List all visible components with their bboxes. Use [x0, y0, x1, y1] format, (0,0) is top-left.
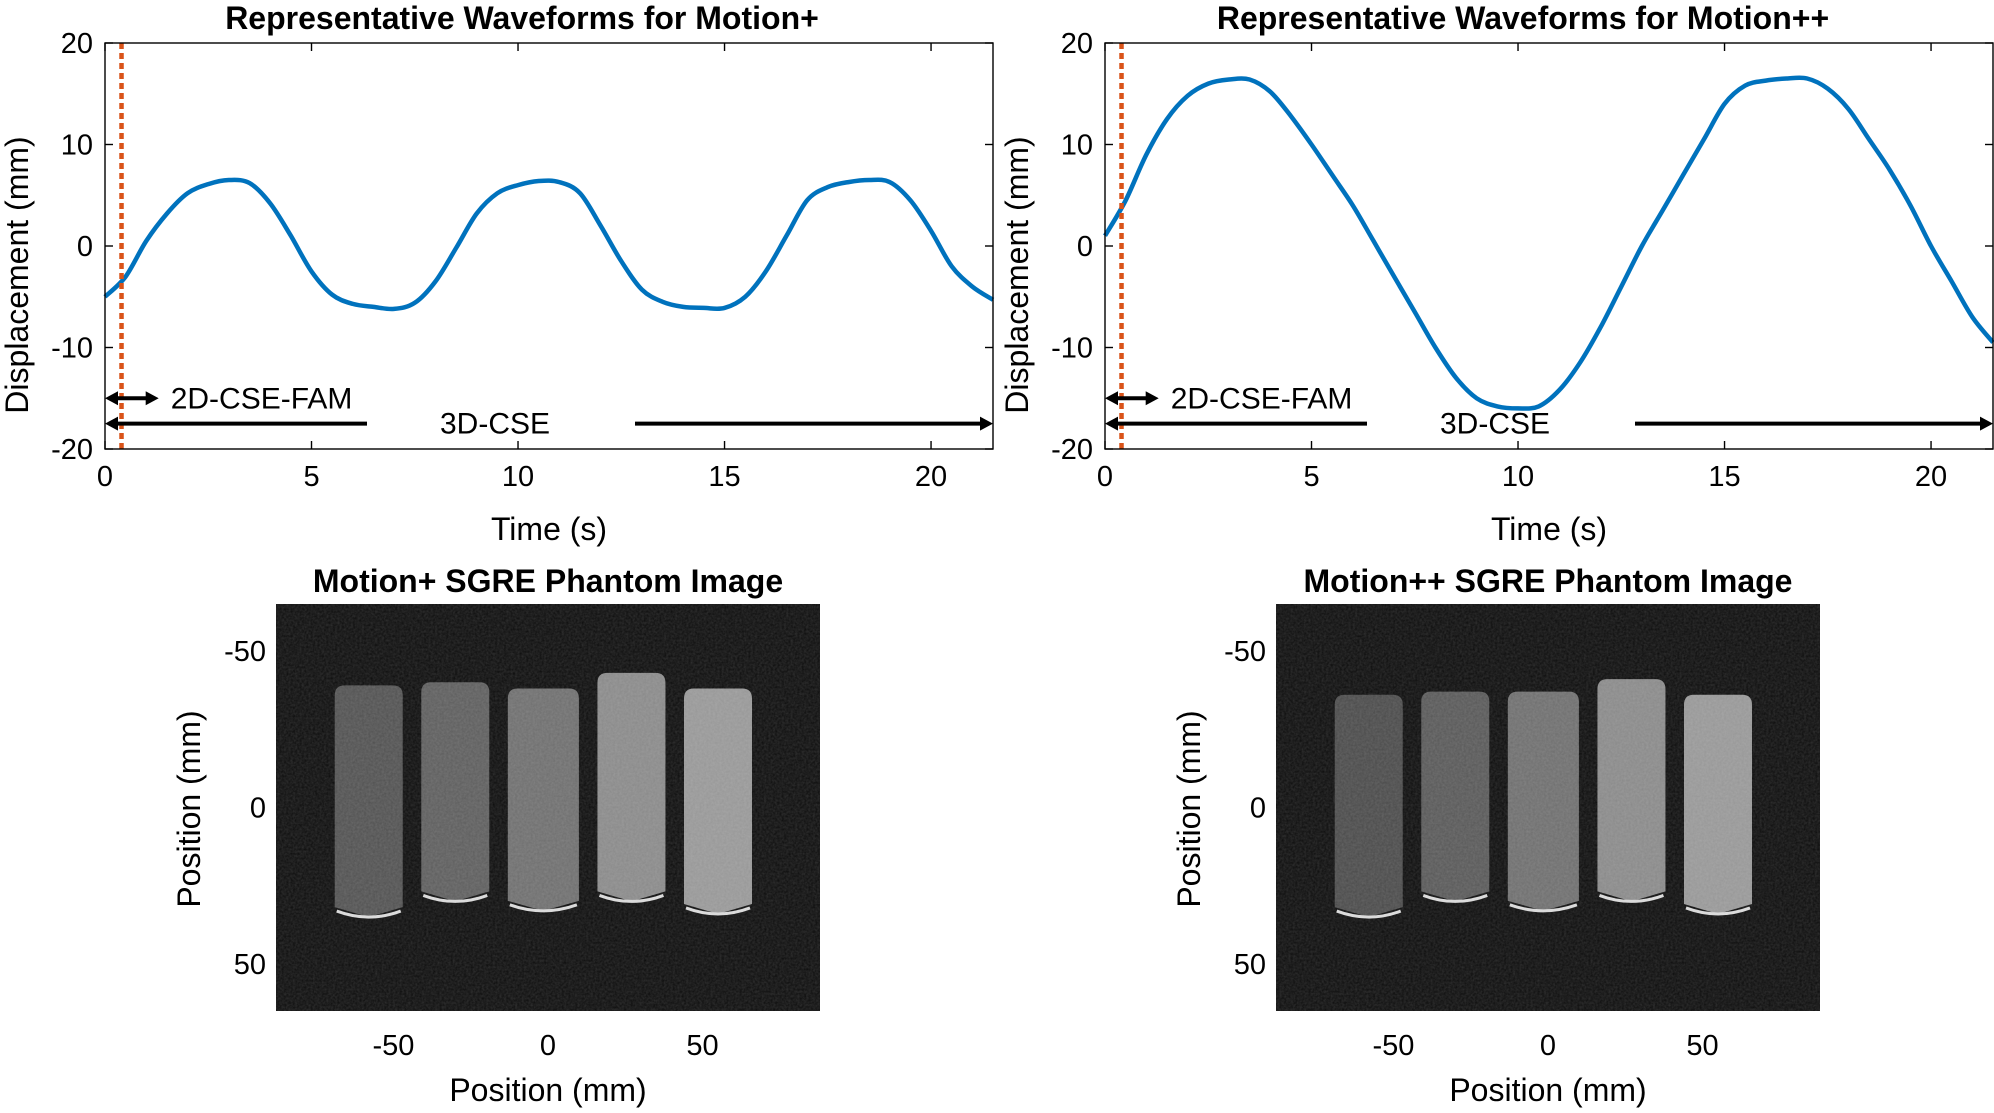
y-tick-label: 20 [61, 28, 93, 60]
x-tick-label: 50 [686, 1030, 718, 1062]
x-tick-label: 10 [1502, 461, 1534, 493]
y-tick-label: -10 [1051, 333, 1093, 365]
annotation-arrow: 2D-CSE-FAM [105, 382, 352, 415]
x-tick-label: 0 [97, 461, 113, 493]
x-tick-label: 15 [1708, 461, 1740, 493]
x-tick-label: 50 [1686, 1030, 1718, 1062]
chart-title: Representative Waveforms for Motion+ [225, 0, 819, 36]
x-axis-label: Position (mm) [449, 1072, 646, 1108]
x-axis-label: Time (s) [491, 511, 607, 547]
waveform-line [103, 177, 995, 312]
x-tick-label: 15 [708, 461, 740, 493]
y-tick-label: 10 [61, 130, 93, 162]
y-tick-label: 50 [234, 949, 266, 981]
x-tick-label: 10 [502, 461, 534, 493]
image-title: Motion++ SGRE Phantom Image [1304, 563, 1793, 599]
y-tick-label: 50 [1234, 949, 1266, 981]
waveform-line [1103, 75, 1994, 411]
y-tick-label: 20 [1061, 28, 1093, 60]
annotation-arrow: 2D-CSE-FAM [1105, 382, 1352, 415]
y-tick-label: 0 [1077, 231, 1093, 263]
annotation-label: 2D-CSE-FAM [171, 382, 353, 415]
x-tick-label: 0 [1097, 461, 1113, 493]
image-noise-texture [276, 604, 820, 1011]
plot-axes-frame [1104, 42, 1994, 450]
x-tick-label: 5 [1303, 461, 1319, 493]
annotation-label: 3D-CSE [1440, 408, 1550, 441]
motion-plus-waveform-panel: Representative Waveforms for Motion+ 20 1… [0, 0, 995, 547]
y-axis-label: Position (mm) [171, 710, 207, 907]
x-tick-label: 20 [1915, 461, 1947, 493]
y-tick-label: -20 [1051, 434, 1093, 466]
x-tick-label: -50 [1372, 1030, 1414, 1062]
x-tick-label: -50 [372, 1030, 414, 1062]
y-tick-label: 0 [1250, 793, 1266, 825]
x-tick-label: 0 [540, 1030, 556, 1062]
image-title: Motion+ SGRE Phantom Image [313, 563, 783, 599]
y-axis-label: Position (mm) [1171, 710, 1207, 907]
y-tick-label: -20 [51, 434, 93, 466]
y-tick-label: 0 [250, 793, 266, 825]
annotation-arrow: 3D-CSE [105, 408, 993, 441]
annotation-label: 2D-CSE-FAM [1171, 382, 1353, 415]
y-tick-label: -10 [51, 333, 93, 365]
x-tick-label: 0 [1540, 1030, 1556, 1062]
y-tick-label: 10 [1061, 130, 1093, 162]
chart-title: Representative Waveforms for Motion++ [1217, 0, 1829, 36]
y-tick-label: 0 [77, 231, 93, 263]
motion-plus-phantom-image-panel: Motion+ SGRE Phantom Image -50 0 50 -50 0 50… [171, 563, 820, 1108]
y-tick-label: -50 [1224, 636, 1266, 668]
motion-plusplus-waveform-panel: Representative Waveforms for Motion++ 20… [999, 0, 1994, 547]
x-axis-label: Position (mm) [1449, 1072, 1646, 1108]
x-tick-label: 5 [303, 461, 319, 493]
image-noise-texture [1276, 604, 1820, 1011]
motion-plusplus-phantom-image-panel: Motion++ SGRE Phantom Image -50 0 50 -50 0 5… [1171, 563, 1820, 1108]
x-axis-label: Time (s) [1491, 511, 1607, 547]
annotation-arrow: 3D-CSE [1105, 408, 1993, 441]
x-tick-label: 20 [915, 461, 947, 493]
y-axis-label: Displacement (mm) [999, 136, 1035, 413]
y-axis-label: Displacement (mm) [0, 136, 35, 413]
y-tick-label: -50 [224, 636, 266, 668]
plot-axes-frame [104, 42, 994, 450]
annotation-label: 3D-CSE [440, 408, 550, 441]
